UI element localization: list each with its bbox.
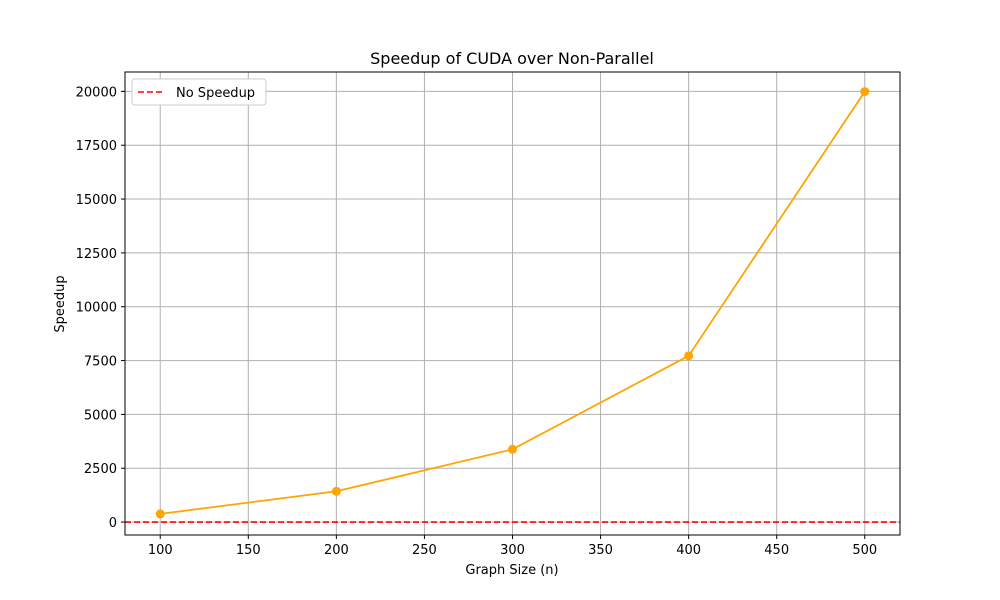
x-tick-label: 200 [324, 543, 349, 558]
x-tick-label: 500 [852, 543, 877, 558]
y-tick-label: 10000 [76, 301, 117, 316]
speedup-point [508, 444, 517, 454]
x-axis: 100 150 200 250 300 350 400 450 500 [148, 535, 877, 558]
y-tick-label: 2500 [84, 462, 117, 477]
y-tick-label: 15000 [76, 193, 117, 208]
legend: No Speedup [131, 78, 267, 106]
y-tick-label: 7500 [84, 355, 117, 370]
x-tick-label: 350 [588, 543, 613, 558]
x-axis-label: Graph Size (n) [465, 563, 558, 578]
speedup-point [331, 486, 341, 496]
y-axis-label: Speedup [53, 275, 68, 332]
x-tick-label: 400 [676, 543, 701, 558]
speedup-point [684, 351, 694, 361]
plot-area [125, 87, 900, 523]
y-tick-label: 17500 [76, 139, 117, 154]
y-tick-label: 0 [109, 516, 117, 531]
x-tick-label: 450 [764, 543, 789, 558]
legend-label-no-speedup: No Speedup [176, 86, 255, 101]
legend-box [131, 78, 267, 106]
y-axis: 0 2500 5000 7500 10000 12500 15000 17500 20000 [76, 85, 125, 531]
y-tick-label: 20000 [76, 85, 117, 100]
x-tick-label: 100 [148, 543, 173, 558]
speedup-point [155, 509, 165, 519]
y-tick-label: 12500 [76, 247, 117, 262]
chart-title: Speedup of CUDA over Non-Parallel [370, 49, 654, 68]
x-tick-label: 150 [236, 543, 261, 558]
speedup-point [860, 87, 870, 97]
y-tick-label: 5000 [84, 408, 117, 423]
x-tick-label: 250 [412, 543, 437, 558]
x-tick-label: 300 [500, 543, 525, 558]
